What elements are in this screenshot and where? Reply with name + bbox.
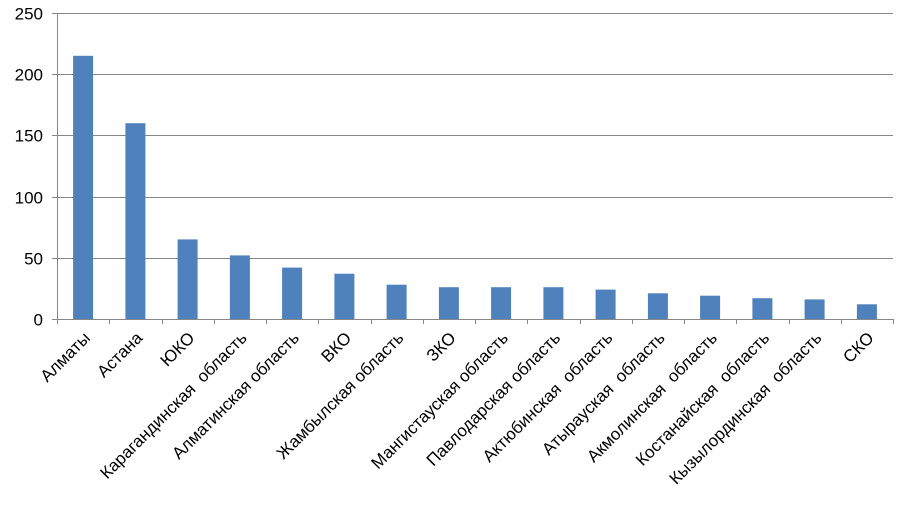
bar — [856, 304, 877, 319]
bars — [73, 55, 877, 320]
x-category-label: ВКО — [318, 328, 356, 366]
bar — [595, 289, 616, 319]
x-category-label: СКО — [839, 328, 877, 366]
bar — [125, 123, 146, 319]
y-tick-label: 200 — [15, 66, 43, 85]
bar — [73, 55, 94, 320]
bar — [334, 273, 355, 319]
x-category-label: Астана — [93, 328, 146, 381]
y-tick-label: 150 — [15, 127, 43, 146]
bar — [647, 293, 668, 319]
bar — [386, 284, 407, 319]
bar — [543, 287, 564, 319]
y-tick-label: 250 — [15, 5, 43, 24]
y-tick-label: 0 — [34, 311, 43, 330]
bar — [700, 295, 721, 319]
x-category-label: ЮКО — [157, 328, 199, 370]
bar — [491, 287, 512, 319]
bar — [804, 299, 825, 319]
y-axis: 0 50 100 150 200 250 — [15, 5, 58, 330]
x-category-label: Алматы — [37, 328, 94, 385]
gridlines — [57, 13, 893, 259]
x-category-label: ЗКО — [423, 328, 460, 365]
y-tick-label: 50 — [24, 250, 43, 269]
bar — [438, 287, 459, 319]
bar — [752, 298, 773, 319]
bar — [282, 267, 303, 319]
bar — [229, 255, 250, 319]
y-tick-label: 100 — [15, 189, 43, 208]
bar — [177, 239, 198, 319]
